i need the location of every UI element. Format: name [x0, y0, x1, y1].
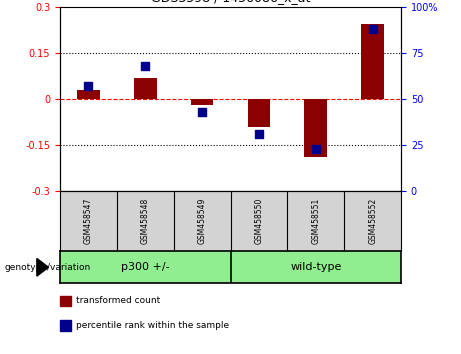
Point — [85, 84, 92, 89]
Text: p300 +/-: p300 +/- — [121, 262, 170, 272]
Text: GSM458551: GSM458551 — [311, 198, 320, 244]
Bar — [60, 251, 230, 283]
Point — [198, 109, 206, 115]
Bar — [191, 99, 213, 105]
Text: genotype/variation: genotype/variation — [5, 263, 91, 272]
Point — [255, 131, 263, 137]
Title: GDS3598 / 1456086_x_at: GDS3598 / 1456086_x_at — [151, 0, 310, 5]
Bar — [230, 251, 401, 283]
Bar — [77, 90, 100, 99]
Text: GSM458549: GSM458549 — [198, 198, 207, 245]
Text: percentile rank within the sample: percentile rank within the sample — [76, 321, 229, 330]
Point — [369, 26, 376, 32]
Point — [142, 63, 149, 69]
Text: transformed count: transformed count — [76, 296, 160, 306]
Text: GSM458548: GSM458548 — [141, 198, 150, 244]
Bar — [304, 99, 327, 158]
Bar — [361, 24, 384, 99]
Text: GSM458550: GSM458550 — [254, 198, 263, 245]
Bar — [248, 99, 270, 127]
Text: wild-type: wild-type — [290, 262, 342, 272]
Point — [312, 146, 319, 152]
Bar — [134, 78, 157, 99]
Text: GSM458552: GSM458552 — [368, 198, 377, 244]
Text: GSM458547: GSM458547 — [84, 198, 93, 245]
